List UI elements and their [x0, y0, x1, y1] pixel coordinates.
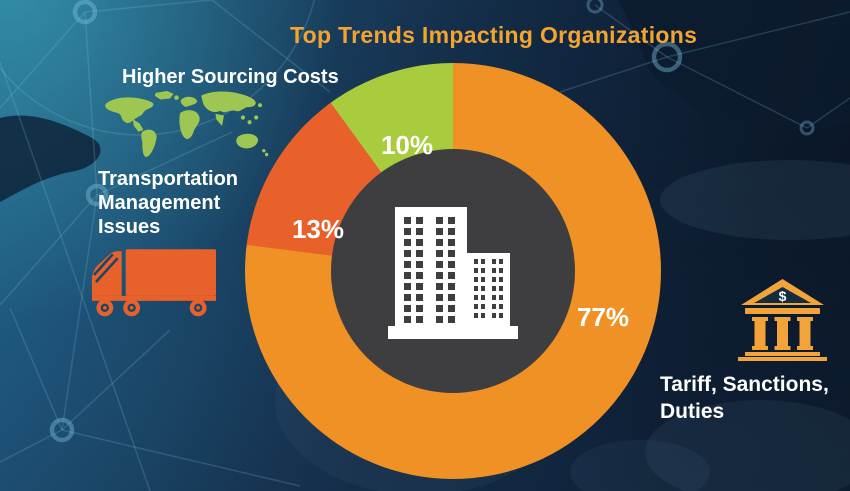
label-tariff-line1: Tariff, Sanctions,	[660, 373, 829, 396]
dollar-sign-glyph: $	[779, 288, 787, 304]
label-transportation-line3: Issues	[98, 216, 161, 238]
segment-value-transportation: 13%	[291, 214, 345, 244]
world-map-icon	[105, 90, 269, 157]
chart-title: Top Trends Impacting Organizations	[290, 22, 698, 48]
segment-value-sourcing: 10%	[380, 130, 434, 160]
segment-value-tariff: 77%	[576, 302, 630, 332]
label-tariff-line2: Duties	[660, 400, 725, 423]
label-tariff-sanctions-duties: Tariff, Sanctions, Duties	[660, 371, 829, 425]
label-higher-sourcing-costs: Higher Sourcing Costs	[122, 66, 339, 88]
label-transportation-management: Transportation Management Issues	[98, 167, 238, 239]
bank-icon: $	[738, 279, 827, 361]
label-transportation-line1: Transportation	[98, 168, 239, 190]
truck-icon	[91, 249, 216, 317]
building-icon	[388, 207, 518, 339]
label-transportation-line2: Management	[98, 192, 221, 214]
